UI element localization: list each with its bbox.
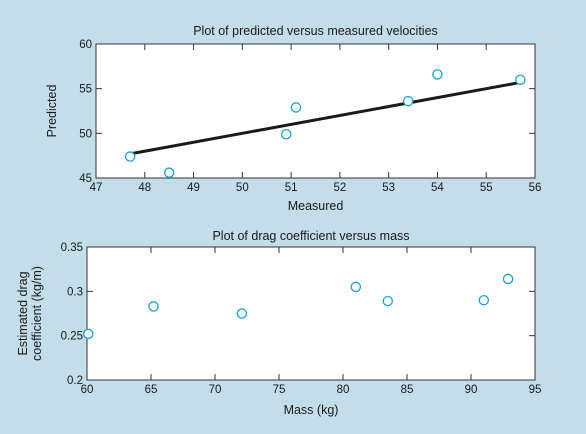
chart2-data-point <box>502 273 514 285</box>
chart1-fit-line <box>129 80 521 156</box>
chart2-data-point <box>83 328 94 340</box>
chart1-title: Plot of predicted versus measured veloci… <box>193 24 438 38</box>
chart1-xtick-label: 48 <box>138 182 151 194</box>
chart1-data-point <box>402 95 414 107</box>
chart2-xtick-label: 65 <box>145 384 158 396</box>
chart2-xtick-label: 95 <box>529 384 542 396</box>
chart2-ytick-label: 0.25 <box>61 331 83 343</box>
chart1-xtick-label: 55 <box>480 182 493 194</box>
chart2-data-point <box>350 281 362 293</box>
chart2-xtick-label: 70 <box>209 384 222 396</box>
chart1-xlabel: Measured <box>288 199 344 213</box>
chart1-data-point <box>280 128 292 140</box>
chart2-ytick-label: 0.3 <box>67 286 83 298</box>
chart1-xtick-label: 51 <box>285 182 298 194</box>
chart1-xtick-label: 52 <box>333 182 346 194</box>
chart2-data-point <box>148 301 159 312</box>
chart2-ylabel: coefficient (kg/m) <box>30 266 44 361</box>
chart2-xtick-label: 60 <box>81 384 94 396</box>
chart2-xtick-label: 75 <box>273 384 286 396</box>
chart2-ytick-label: 0.35 <box>61 242 83 254</box>
chart2-plot-area <box>86 246 536 381</box>
chart1-ytick-label: 60 <box>79 39 92 51</box>
chart1-data-point <box>124 151 136 162</box>
chart2-xtick-label: 80 <box>337 384 350 396</box>
chart2-xtick-label: 90 <box>465 384 478 396</box>
chart2-xtick-label: 85 <box>401 384 414 396</box>
chart2-data-point <box>236 308 248 319</box>
chart2-ylabel: Estimated drag <box>16 271 30 355</box>
chart2-title: Plot of drag coefficient versus mass <box>212 229 409 243</box>
chart1-xtick-label: 50 <box>236 182 249 194</box>
chart1-ytick-label: 50 <box>79 128 92 140</box>
chart1-plot-area <box>95 43 536 179</box>
chart1-data-point <box>290 102 302 113</box>
chart1-data-point <box>432 69 443 80</box>
chart1-ytick-label: 45 <box>79 173 92 185</box>
chart1-ytick-label: 55 <box>79 84 92 96</box>
chart2-xlabel: Mass (kg) <box>284 403 339 417</box>
chart1-xtick-label: 47 <box>90 182 103 194</box>
chart2-data-point <box>382 295 394 307</box>
chart2-data-point <box>478 294 490 306</box>
chart1-data-point <box>163 167 175 178</box>
chart1-xtick-label: 54 <box>431 182 444 194</box>
chart1-data-point <box>515 74 526 85</box>
chart1-ylabel: Predicted <box>45 85 59 138</box>
chart1-xtick-label: 49 <box>187 182 200 194</box>
chart2-ytick-label: 0.2 <box>67 375 83 387</box>
chart1-xtick-label: 53 <box>382 182 395 194</box>
chart1-xtick-label: 56 <box>529 182 542 194</box>
